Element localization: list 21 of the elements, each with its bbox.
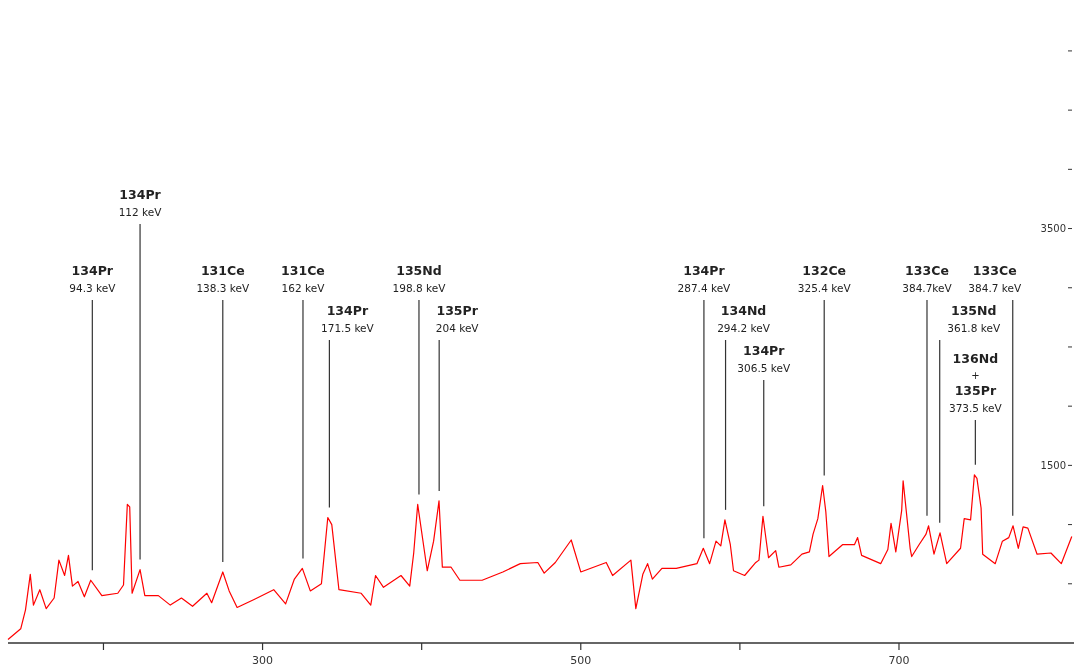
- ref-line-label: 134Pr 94.3 keV: [69, 263, 117, 294]
- y-tick-label: 3500: [1040, 223, 1066, 235]
- ref-line-label: 136Nd + 135Pr 373.5 keV: [948, 351, 1003, 414]
- ref-line-label: 132Ce 325.4 keV: [797, 263, 852, 294]
- line-series: [7, 474, 1073, 641]
- ref-line-label: 133Ce 384.7keV: [902, 263, 953, 294]
- ref-line-label: 134Pr 171.5 keV: [321, 303, 375, 334]
- ref-line-label: 134Pr 306.5 keV: [737, 343, 791, 374]
- ref-line-label: 135Nd 198.8 keV: [392, 263, 447, 294]
- ref-line-label: 134Nd 294.2 keV: [717, 303, 771, 334]
- ref-line-label: 131Ce 138.3 keV: [196, 263, 250, 294]
- x-tick-label: 500: [570, 654, 592, 665]
- ref-line-label: 135Pr 204 keV: [435, 303, 480, 334]
- y-tick-label: 1500: [1040, 459, 1066, 471]
- x-tick-label: 300: [252, 654, 274, 665]
- ref-line-label: 135Nd 361.8 keV: [947, 303, 1001, 334]
- ref-line-label: 134Pr 287.4 keV: [677, 263, 732, 294]
- x-tick-label: 700: [888, 654, 910, 665]
- ref-line-label: 131Ce 162 keV: [281, 263, 326, 294]
- ref-line-label: 134Pr 112 keV: [118, 187, 163, 218]
- ref-line-label: 133Ce 384.7 keV: [968, 263, 1022, 294]
